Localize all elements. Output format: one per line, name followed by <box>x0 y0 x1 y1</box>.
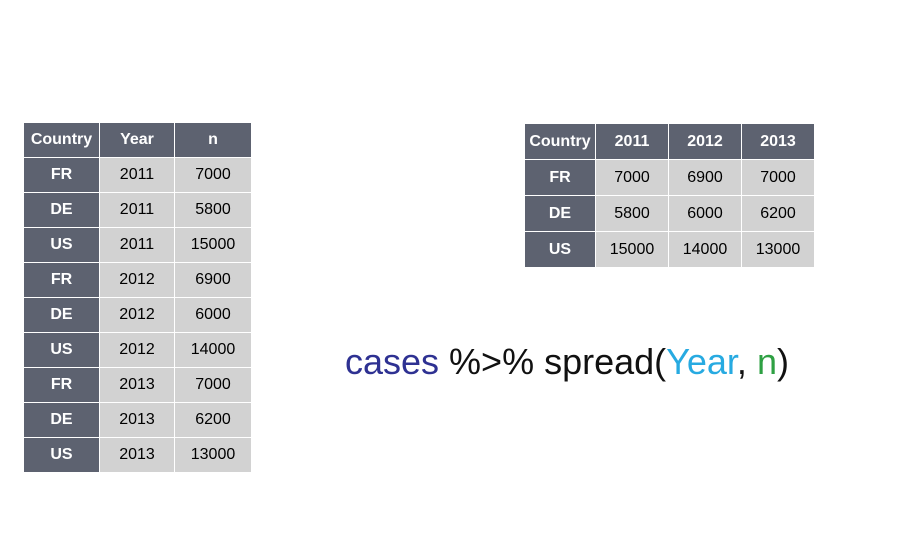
column-header-year: Year <box>99 122 175 158</box>
table-header-row: Country Year n <box>23 122 252 158</box>
year-cell: 2013 <box>99 437 175 473</box>
table-row: US 2011 15000 <box>23 227 252 263</box>
table-row: US 15000 14000 13000 <box>524 231 815 268</box>
column-header-country: Country <box>524 123 596 160</box>
country-cell: DE <box>524 195 596 232</box>
value-cell-2013: 7000 <box>741 159 815 196</box>
column-header-country: Country <box>23 122 100 158</box>
n-cell: 7000 <box>174 157 252 193</box>
n-cell: 6000 <box>174 297 252 333</box>
year-cell: 2011 <box>99 227 175 263</box>
year-cell: 2011 <box>99 157 175 193</box>
code-argument-separator: , <box>736 341 757 382</box>
value-cell-2012: 14000 <box>668 231 742 268</box>
n-cell: 13000 <box>174 437 252 473</box>
table-row: FR 2011 7000 <box>23 157 252 193</box>
country-cell: FR <box>524 159 596 196</box>
table-row: FR 2013 7000 <box>23 367 252 403</box>
year-cell: 2013 <box>99 367 175 403</box>
table-row: US 2013 13000 <box>23 437 252 473</box>
value-cell-2012: 6900 <box>668 159 742 196</box>
code-closing-paren: ) <box>776 341 789 382</box>
table-row: DE 5800 6000 6200 <box>524 195 815 232</box>
n-cell: 5800 <box>174 192 252 228</box>
spread-code-expression: cases %>% spread(Year, n) <box>345 340 789 384</box>
code-dataset-name: cases <box>345 341 440 382</box>
code-key-argument: Year <box>666 341 737 382</box>
column-header-2013: 2013 <box>741 123 815 160</box>
country-cell: DE <box>23 297 100 333</box>
wide-format-table: Country 2011 2012 2013 FR 7000 6900 7000… <box>524 123 815 268</box>
table-row: DE 2013 6200 <box>23 402 252 438</box>
table-row: FR 7000 6900 7000 <box>524 159 815 196</box>
table-header-row: Country 2011 2012 2013 <box>524 123 815 160</box>
country-cell: US <box>23 437 100 473</box>
code-pipe-and-function: %>% spread( <box>439 341 667 382</box>
year-cell: 2012 <box>99 262 175 298</box>
year-cell: 2013 <box>99 402 175 438</box>
country-cell: US <box>23 332 100 368</box>
country-cell: FR <box>23 262 100 298</box>
value-cell-2013: 13000 <box>741 231 815 268</box>
value-cell-2012: 6000 <box>668 195 742 232</box>
value-cell-2011: 7000 <box>595 159 669 196</box>
table-row: US 2012 14000 <box>23 332 252 368</box>
country-cell: US <box>23 227 100 263</box>
n-cell: 14000 <box>174 332 252 368</box>
n-cell: 7000 <box>174 367 252 403</box>
n-cell: 6900 <box>174 262 252 298</box>
country-cell: US <box>524 231 596 268</box>
table-row: DE 2011 5800 <box>23 192 252 228</box>
code-value-argument: n <box>756 341 777 382</box>
table-row: FR 2012 6900 <box>23 262 252 298</box>
column-header-n: n <box>174 122 252 158</box>
column-header-2012: 2012 <box>668 123 742 160</box>
country-cell: FR <box>23 157 100 193</box>
long-format-table: Country Year n FR 2011 7000 DE 2011 5800… <box>23 122 252 473</box>
year-cell: 2012 <box>99 297 175 333</box>
value-cell-2013: 6200 <box>741 195 815 232</box>
country-cell: FR <box>23 367 100 403</box>
value-cell-2011: 5800 <box>595 195 669 232</box>
n-cell: 15000 <box>174 227 252 263</box>
country-cell: DE <box>23 402 100 438</box>
table-row: DE 2012 6000 <box>23 297 252 333</box>
year-cell: 2011 <box>99 192 175 228</box>
n-cell: 6200 <box>174 402 252 438</box>
year-cell: 2012 <box>99 332 175 368</box>
value-cell-2011: 15000 <box>595 231 669 268</box>
country-cell: DE <box>23 192 100 228</box>
column-header-2011: 2011 <box>595 123 669 160</box>
